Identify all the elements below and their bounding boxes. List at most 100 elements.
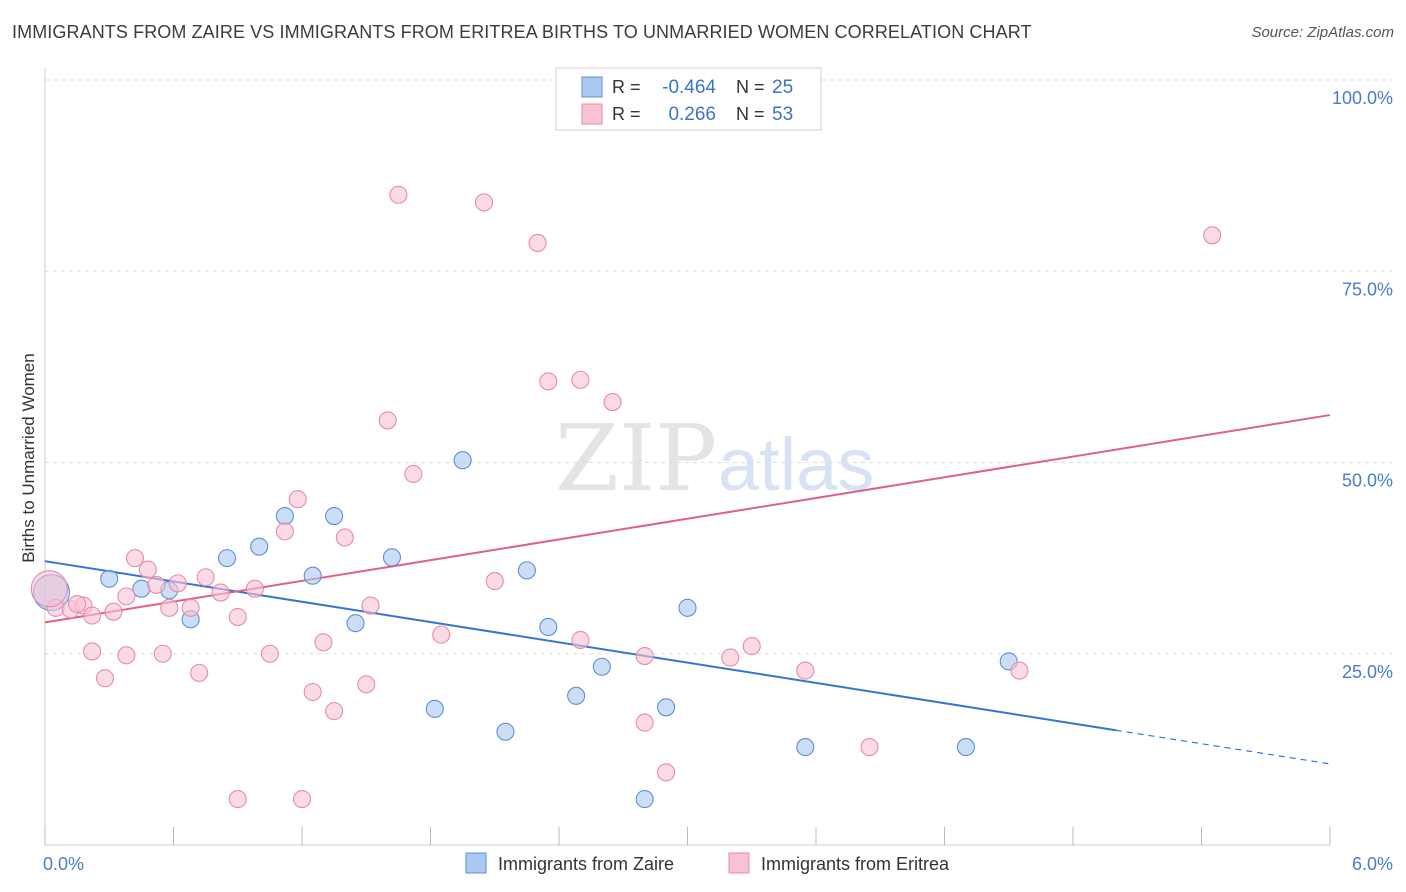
point-zaire-16 [539,617,558,637]
point-eritrea-53 [30,570,68,608]
point-eritrea-51 [796,661,815,680]
point-zaire-17 [567,686,586,705]
point-eritrea-30 [357,675,376,694]
bottom-legend-label-eritrea: Immigrants from Eritrea [761,854,950,874]
point-eritrea-9 [147,575,166,594]
chart-title: IMMIGRANTS FROM ZAIRE VS IMMIGRANTS FROM… [12,22,1032,42]
legend-r-label-eritrea: R = [612,104,641,124]
legend-swatch-eritrea [581,103,603,125]
point-eritrea-18 [275,522,294,541]
point-eritrea-25 [432,625,451,644]
correlation-legend: R = -0.464 N = 25 R = 0.266 N = 53 [555,67,822,131]
point-eritrea-34 [571,370,590,389]
point-eritrea-23 [378,411,397,430]
point-eritrea-26 [228,790,247,809]
point-eritrea-43 [1010,661,1029,680]
x-tick-label-min: 0.0% [43,854,84,874]
point-eritrea-8 [138,560,157,579]
point-zaire-2 [132,579,151,598]
y-axis-label: Births to Unmarried Women [19,353,38,562]
point-eritrea-29 [303,682,322,702]
point-zaire-5 [217,549,237,568]
point-zaire-7 [275,506,294,526]
x-tick-label-max: 6.0% [1352,854,1393,874]
source-label: Source: ZipAtlas.com [1251,24,1394,41]
legend-n-label-eritrea: N = [736,104,765,124]
point-eritrea-28 [325,702,344,721]
y-tick-label-25: 25.0% [1342,662,1393,682]
point-eritrea-31 [389,185,408,204]
point-eritrea-19 [288,490,307,509]
point-eritrea-39 [635,646,654,666]
point-eritrea-35 [539,372,558,391]
point-eritrea-13 [196,568,215,587]
point-eritrea-12 [181,598,200,617]
series-legend: Immigrants from Zaire Immigrants from Er… [465,852,950,874]
point-eritrea-32 [474,193,494,212]
gridlines [45,79,1392,655]
point-eritrea-49 [68,594,87,614]
data-points [30,185,1222,809]
point-zaire-6 [250,537,269,556]
point-eritrea-33 [528,233,547,252]
point-eritrea-45 [83,642,102,661]
point-zaire-9 [325,506,344,526]
point-eritrea-40 [721,648,740,667]
axes: 25.0% 50.0% 75.0% 100.0% [44,68,1393,846]
point-eritrea-27 [292,790,312,809]
point-eritrea-20 [314,633,333,652]
point-eritrea-3 [83,606,102,625]
point-zaire-19 [635,790,654,809]
point-eritrea-41 [742,637,761,656]
trend-line-zaire-extension [1115,729,1331,765]
point-eritrea-15 [228,607,247,627]
legend-r-value-eritrea: 0.266 [668,104,716,125]
bottom-legend-swatch-eritrea [728,852,750,874]
point-zaire-14 [496,722,515,741]
point-zaire-21 [678,598,697,617]
y-tick-label-100: 100.0% [1332,88,1393,108]
point-eritrea-46 [117,646,136,665]
point-eritrea-47 [153,644,172,663]
point-eritrea-44 [1203,226,1222,245]
point-eritrea-22 [361,596,380,615]
point-eritrea-10 [160,598,179,617]
point-zaire-22 [796,738,815,757]
point-eritrea-6 [117,587,136,606]
point-zaire-8 [303,566,322,585]
point-eritrea-14 [211,583,230,602]
y-tick-label-75: 75.0% [1342,279,1393,299]
point-eritrea-4 [95,669,115,688]
point-zaire-20 [657,698,676,717]
legend-n-value-eritrea: 53 [772,104,793,125]
point-eritrea-36 [603,393,622,412]
bottom-legend-swatch-zaire [465,852,487,874]
point-eritrea-38 [657,763,676,782]
point-zaire-15 [517,561,536,580]
point-eritrea-21 [335,528,354,547]
point-eritrea-48 [190,663,209,682]
point-zaire-12 [425,699,444,718]
point-zaire-11 [382,548,402,567]
legend-n-label-zaire: N = [736,77,765,97]
legend-r-value-zaire: -0.464 [662,77,716,98]
point-eritrea-16 [245,579,264,598]
point-zaire-13 [453,451,472,470]
watermark-zip: ZIP [555,405,717,512]
point-zaire-10 [346,614,365,633]
point-eritrea-7 [125,549,144,568]
legend-n-value-zaire: 25 [772,77,793,98]
point-zaire-1 [100,569,119,588]
y-tick-label-50: 50.0% [1342,471,1393,491]
point-zaire-24 [956,738,975,757]
point-zaire-18 [592,657,611,676]
legend-r-label-zaire: R = [612,77,641,97]
legend-swatch-zaire [581,76,603,98]
point-eritrea-52 [485,572,504,591]
bottom-legend-label-zaire: Immigrants from Zaire [498,854,674,874]
point-eritrea-17 [260,644,279,663]
point-eritrea-50 [571,630,590,650]
point-eritrea-37 [635,713,654,732]
point-eritrea-24 [404,464,423,484]
